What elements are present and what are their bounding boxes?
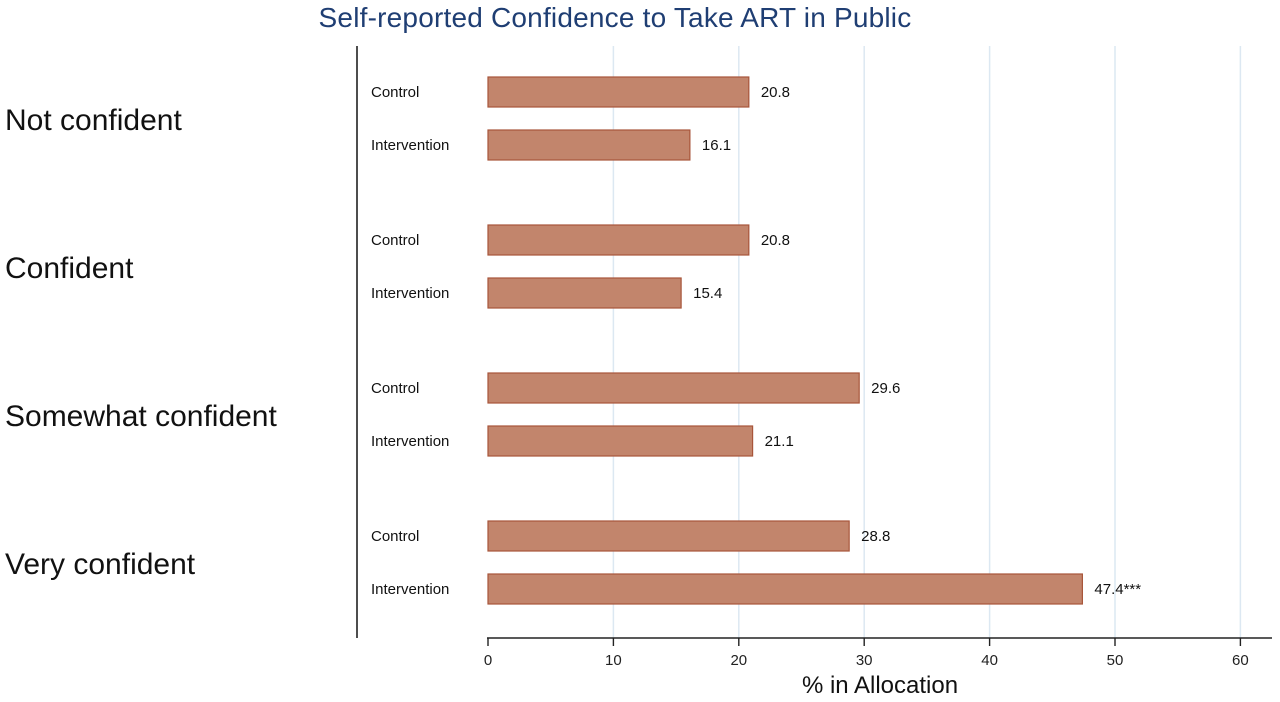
bar-value-label: 47.4*** (1094, 581, 1141, 598)
bar-value-label: 16.1 (702, 137, 731, 154)
bar (487, 520, 850, 552)
bar-category-label: Intervention (371, 137, 449, 154)
x-tick-label: 30 (856, 652, 873, 669)
x-axis-title: % in Allocation (802, 672, 958, 699)
bar-category-label: Control (371, 380, 419, 397)
bar-category-label: Control (371, 528, 419, 545)
bar (487, 372, 860, 404)
x-tick-label: 0 (484, 652, 492, 669)
bar-category-label: Control (371, 232, 419, 249)
bar-category-label: Control (371, 84, 419, 101)
group-label: Somewhat confident (5, 400, 277, 433)
bar-category-label: Intervention (371, 285, 449, 302)
chart-title: Self-reported Confidence to Take ART in … (318, 2, 912, 33)
bar (487, 573, 1083, 605)
bar (487, 76, 750, 108)
bar-category-label: Intervention (371, 433, 449, 450)
bar-value-label: 21.1 (765, 433, 794, 450)
x-tick-label: 20 (730, 652, 747, 669)
bar (487, 224, 750, 256)
bar-value-label: 29.6 (871, 380, 900, 397)
labels: Not confident Control 20.8 Intervention 16.1… (5, 84, 1141, 598)
bar-value-label: 20.8 (761, 232, 790, 249)
bar (487, 425, 754, 457)
bar-value-label: 20.8 (761, 84, 790, 101)
x-axis-ticks: 0 10 20 30 40 50 60 (484, 638, 1249, 669)
bar (487, 129, 691, 161)
x-tick-label: 10 (605, 652, 622, 669)
bar-value-label: 15.4 (693, 285, 722, 302)
bar-value-label: 28.8 (861, 528, 890, 545)
bar-category-label: Intervention (371, 581, 449, 598)
group-label: Confident (5, 252, 134, 285)
group-label: Very confident (5, 548, 196, 581)
bar (487, 277, 682, 309)
bars (487, 76, 1083, 605)
x-tick-label: 40 (981, 652, 998, 669)
group-label: Not confident (5, 104, 182, 137)
x-tick-label: 50 (1107, 652, 1124, 669)
x-tick-label: 60 (1232, 652, 1249, 669)
